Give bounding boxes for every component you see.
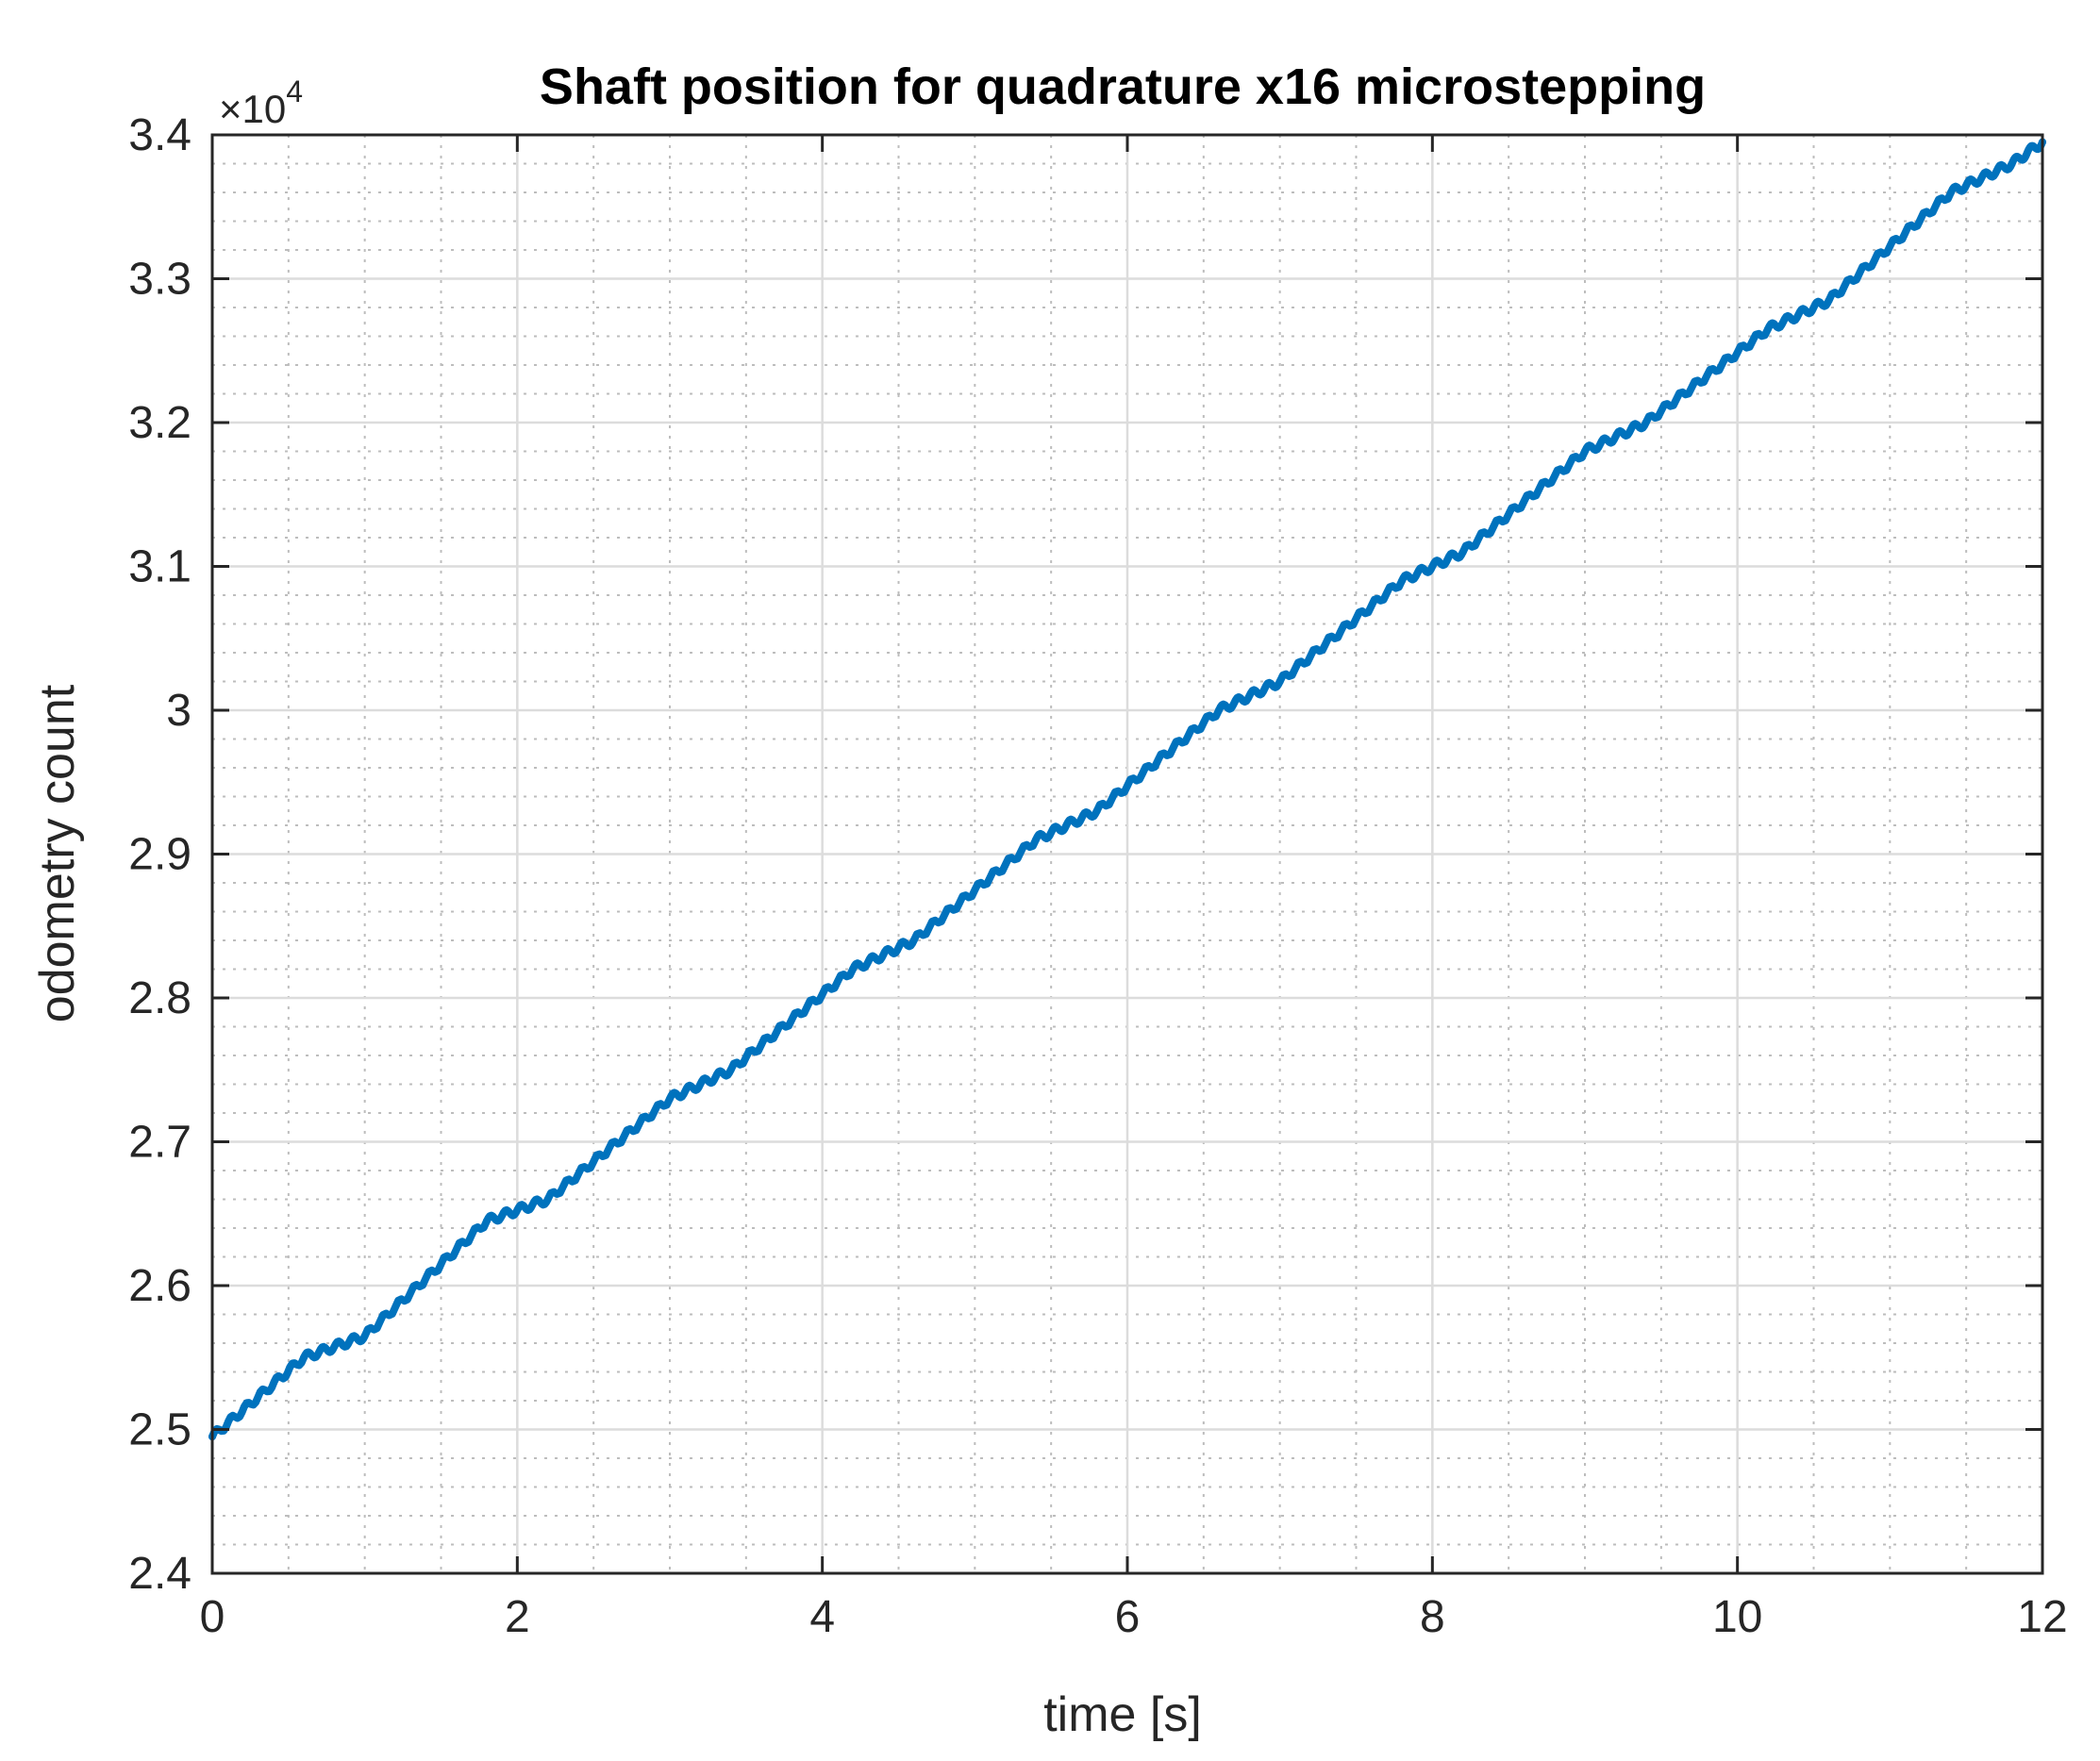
y-tick-label: 3.2 <box>128 398 192 448</box>
data-point <box>1642 419 1650 426</box>
ticks <box>210 133 2044 1575</box>
data-point <box>543 1195 552 1204</box>
data-point <box>666 1094 674 1103</box>
x-tick-label: 12 <box>2017 1592 2067 1642</box>
y-multiplier-exponent: 4 <box>286 75 303 108</box>
x-tick-label: 6 <box>1115 1592 1141 1642</box>
x-tick-label: 2 <box>505 1592 530 1642</box>
x-tick-label: 8 <box>1420 1592 1445 1642</box>
data-point <box>2008 159 2016 168</box>
y-tick-label: 2.6 <box>128 1261 192 1311</box>
y-multiplier-base: ×10 <box>219 87 286 131</box>
y-tick-label: 2.5 <box>128 1405 192 1455</box>
y-multiplier-label: ×104 <box>219 75 303 131</box>
y-tick-label: 3 <box>166 686 192 736</box>
chart-title: Shaft position for quadrature x16 micros… <box>540 58 1706 115</box>
tick-labels: 0 2 4 6 8 10 12 2.4 2.5 2.6 2.7 2.8 2.9 3 3.1 3.2 3.3 3.4 <box>128 110 2067 1642</box>
data-point <box>483 1217 491 1225</box>
data-point <box>909 937 918 944</box>
data-point <box>1764 324 1772 333</box>
data-point <box>1215 706 1223 714</box>
data-point <box>1458 548 1467 557</box>
y-tick-label: 2.7 <box>128 1118 192 1168</box>
y-tick-label: 3.4 <box>128 110 192 160</box>
data-point <box>1947 189 1955 196</box>
series-layer <box>208 138 2046 1441</box>
data-point <box>726 1066 735 1074</box>
y-tick-label: 2.8 <box>128 973 192 1023</box>
x-tick-label: 10 <box>1712 1592 1762 1642</box>
y-tick-label: 2.4 <box>128 1549 192 1599</box>
data-point <box>360 1332 369 1340</box>
y-axis-label: odometry count <box>30 684 85 1022</box>
data-point <box>1581 447 1589 456</box>
data-point <box>849 965 857 973</box>
series-line-0 <box>208 138 2046 1441</box>
data-point <box>1092 806 1101 815</box>
data-point <box>1398 576 1406 585</box>
data-point <box>1032 836 1040 844</box>
y-tick-label: 3.3 <box>128 255 192 305</box>
data-point <box>300 1354 308 1362</box>
data-point <box>1275 677 1284 686</box>
x-tick-label: 0 <box>200 1592 225 1642</box>
x-axis-label: time [s] <box>1043 1687 1202 1742</box>
y-tick-label: 3.1 <box>128 542 192 592</box>
x-tick-label: 4 <box>809 1592 835 1642</box>
data-point <box>1825 296 1833 305</box>
y-tick-label: 2.9 <box>128 830 192 880</box>
